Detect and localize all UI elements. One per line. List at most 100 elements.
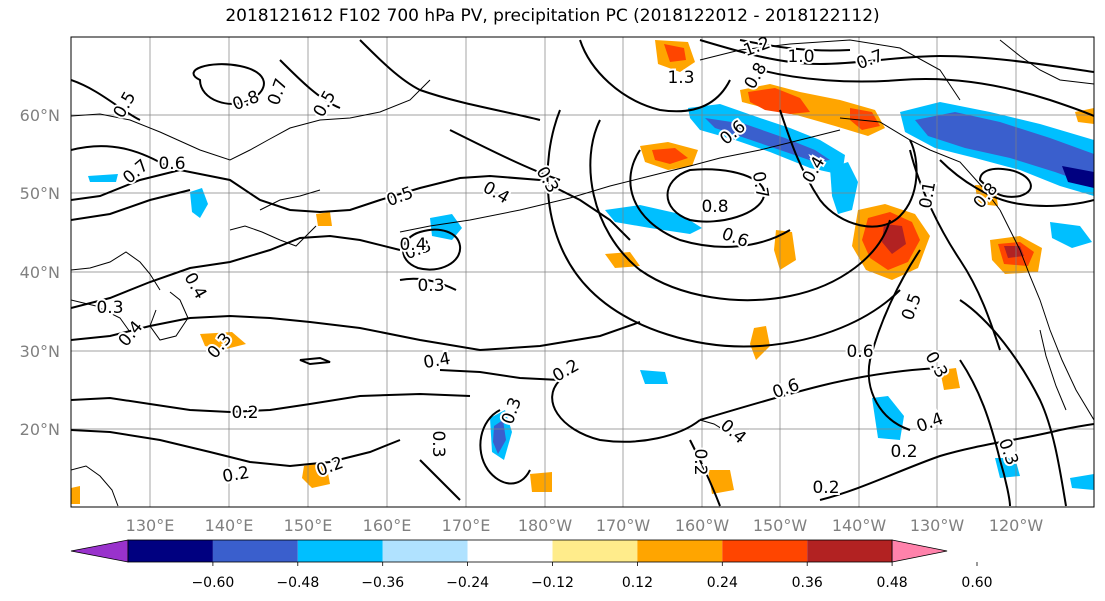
precip-area <box>430 214 462 240</box>
precip-area <box>750 326 770 360</box>
precip-area <box>1075 108 1094 124</box>
contour-line <box>192 63 265 105</box>
contour-line <box>739 39 851 52</box>
precip-area <box>316 212 332 226</box>
contour-label: 0.2 <box>221 463 251 487</box>
contour-line <box>699 39 1094 73</box>
contour-line <box>579 39 731 113</box>
precip-area <box>748 88 810 114</box>
map-title: 2018121612 F102 700 hPa PV, precipitatio… <box>225 6 880 26</box>
contour-label: 0.2 <box>231 403 258 423</box>
longitude-label: 170°W <box>596 516 651 535</box>
precip-area <box>664 44 686 62</box>
coastline-na-west <box>999 209 1094 421</box>
contour-line <box>71 429 401 468</box>
contour-line <box>279 59 341 109</box>
colorbar-extend-high <box>891 539 948 563</box>
pv-contours <box>71 39 1094 507</box>
contour-line <box>867 249 921 431</box>
contour-line <box>71 168 631 241</box>
colorbar-segment <box>128 540 213 562</box>
contour-label: 0.3 <box>417 276 444 296</box>
coastline-hawaii <box>699 419 739 437</box>
contour-line <box>399 277 457 291</box>
precip-area <box>774 230 796 270</box>
contour-line <box>629 149 791 248</box>
contour-line <box>959 359 1011 507</box>
precip-area <box>940 368 960 390</box>
map-frame <box>70 36 1095 508</box>
contour-label: 0.2 <box>812 478 839 498</box>
colorbar-tick-label: −0.48 <box>276 575 319 591</box>
coastline-kamchatka <box>259 189 321 211</box>
precip-area <box>652 148 688 164</box>
coastline-baja <box>1039 329 1067 411</box>
contour-line <box>439 369 561 381</box>
longitude-label: 180°W <box>518 516 573 535</box>
longitude-label: 170°E <box>442 516 491 535</box>
contour-line <box>779 109 918 228</box>
latitude-labels: 60°N 50°N 40°N 30°N 20°N <box>20 106 60 439</box>
contour-label: 0.3 <box>428 430 448 457</box>
coastline-asia-south <box>71 251 161 291</box>
precip-area <box>302 462 330 488</box>
precip-area <box>88 174 118 182</box>
colorbar-tick-label: 0.48 <box>877 575 908 591</box>
longitude-label: 130°W <box>910 516 965 535</box>
contour-line <box>959 299 1067 507</box>
colorbar-tick-label: −0.60 <box>191 575 234 591</box>
contour-label: 0.1 <box>916 180 940 210</box>
colorbar-segment <box>637 540 723 562</box>
contour-line <box>71 234 401 309</box>
coastline-asia-lower <box>71 299 131 333</box>
contour-line <box>71 314 641 352</box>
contour-line <box>71 392 471 414</box>
longitude-label: 160°E <box>363 516 412 535</box>
contour-line <box>71 145 171 169</box>
colorbar-outline <box>127 539 893 563</box>
contour-label: 0.4 <box>399 235 426 255</box>
precip-area <box>640 370 668 384</box>
precip-area <box>1070 474 1094 490</box>
precip-area <box>830 162 858 214</box>
colorbar-tick-label: −0.36 <box>361 575 404 591</box>
latitude-label: 60°N <box>20 106 60 125</box>
colorbar: −0.60 −0.48 −0.36 −0.24 −0.12 0.12 0.24 0.36 0.4… <box>70 539 993 591</box>
precip-area <box>530 472 552 492</box>
contour-line <box>71 79 141 121</box>
precip-area <box>200 332 246 350</box>
longitude-label: 150°E <box>284 516 333 535</box>
contour-label: 0.6 <box>846 342 873 362</box>
coastline-asia-se <box>71 465 119 507</box>
contour-line <box>759 69 1094 117</box>
colorbar-tick-label: 0.60 <box>961 575 992 591</box>
longitude-label: 130°E <box>126 516 175 535</box>
contour-line <box>819 423 1094 501</box>
contour-line <box>689 439 721 507</box>
contour-line <box>978 167 1032 198</box>
colorbar-tick-label: 0.36 <box>792 575 823 591</box>
coastline-asia <box>71 79 431 161</box>
longitude-label: 120°W <box>989 516 1044 535</box>
precip-area <box>915 112 1094 186</box>
colorbar-segment <box>297 540 383 562</box>
colorbar-segment <box>807 540 893 562</box>
contour-line <box>402 228 462 271</box>
latitude-label: 40°N <box>20 263 60 282</box>
precip-area <box>1062 166 1094 188</box>
coastline-alaska-south <box>839 117 1001 211</box>
contour-line <box>71 189 191 221</box>
latitude-label: 50°N <box>20 184 60 203</box>
colorbar-tick-label: −0.24 <box>446 575 489 591</box>
contour-line <box>449 129 561 181</box>
contour-line <box>479 409 531 485</box>
precip-area <box>190 188 208 218</box>
colorbar-segment <box>467 540 553 562</box>
precip-area <box>493 420 506 454</box>
longitude-labels: 130°E 140°E 150°E 160°E 170°E 180°W 170°W 160°W… <box>126 516 1044 535</box>
coastline-alaska <box>699 39 961 101</box>
colorbar-tick-label: 0.24 <box>707 575 738 591</box>
contour-label: 1.0 <box>787 47 814 67</box>
contour-label: 0.2 <box>690 448 710 475</box>
